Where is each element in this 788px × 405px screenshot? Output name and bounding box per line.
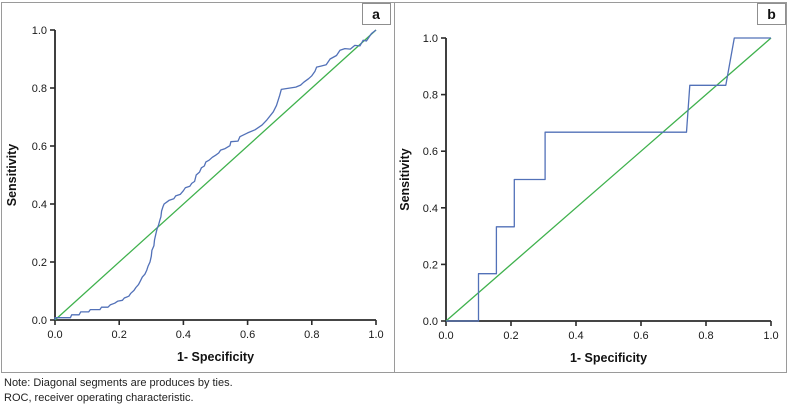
x-tick-label: 0.4 [568,330,583,342]
roc-figure: 0.0 0.2 0.4 0.6 0.8 1.0 0.0 0.2 0.4 0.6 0.8 1.0 1- S… [1,2,787,373]
y-tick-label: 0.4 [422,203,437,215]
y-axis-title: Sensitivity [398,148,412,211]
x-tick-label: 0.0 [47,329,62,341]
reference-line [54,29,377,321]
y-tick-label: 1.0 [422,33,437,45]
y-tick-label: 0.8 [422,90,437,102]
y-tick-label: 0.0 [422,316,437,328]
x-axis-title: 1- Specificity [177,350,254,364]
panel-label-a: a [361,3,391,25]
note-line-roc-abbrev: ROC, receiver operating characteristic. [4,391,194,404]
y-tick-label: 0.8 [32,83,47,95]
roc-chart-b: 0.0 0.2 0.4 0.6 0.8 1.0 0.0 0.2 0.4 0.6 0.8 1.0 1- S… [398,33,779,365]
x-tick-label: 0.2 [112,329,127,341]
y-tick-label: 0.0 [32,315,47,327]
x-tick-label: 1.0 [368,329,383,341]
y-tick-label: 1.0 [32,25,47,37]
roc-curve [445,37,771,322]
reference-line [445,37,771,322]
figure-notes: Note: Diagonal segments are produces by … [4,376,233,405]
x-tick-label: 1.0 [763,330,778,342]
y-tick-label: 0.2 [422,259,437,271]
roc-panel-a: 0.0 0.2 0.4 0.6 0.8 1.0 0.0 0.2 0.4 0.6 0.8 1.0 1- S… [2,3,395,372]
x-tick-label: 0.6 [240,329,255,341]
panel-label-b: b [757,3,786,25]
x-tick-label: 0.2 [503,330,518,342]
x-tick-label: 0.8 [304,329,319,341]
y-tick-label: 0.6 [422,146,437,158]
y-axis-title: Sensitivity [5,144,19,207]
note-line-ties: Note: Diagonal segments are produces by … [4,377,233,389]
x-tick-label: 0.4 [176,329,191,341]
y-tick-label: 0.4 [32,199,47,211]
roc-panel-b: 0.0 0.2 0.4 0.6 0.8 1.0 0.0 0.2 0.4 0.6 0.8 1.0 1- S… [395,3,786,372]
x-tick-label: 0.6 [633,330,648,342]
y-tick-label: 0.2 [32,257,47,269]
x-tick-label: 0.0 [438,330,453,342]
y-tick-label: 0.6 [32,141,47,153]
roc-chart-a: 0.0 0.2 0.4 0.6 0.8 1.0 0.0 0.2 0.4 0.6 0.8 1.0 1- S… [5,25,384,364]
roc-curve [54,29,377,320]
x-axis-title: 1- Specificity [569,351,646,365]
x-tick-label: 0.8 [698,330,713,342]
